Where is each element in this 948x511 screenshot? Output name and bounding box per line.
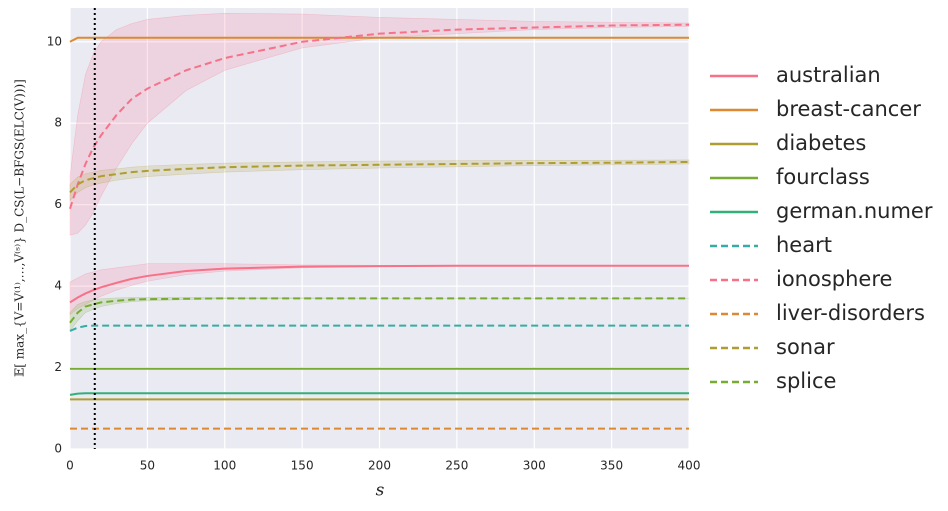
- legend-label: heart: [776, 233, 832, 257]
- confidence-band: [69, 159, 690, 202]
- y-tick-label: 0: [54, 442, 62, 456]
- legend-label: australian: [776, 63, 881, 87]
- y-axis-label: 𝔼[ max_{V=V⁽¹⁾,…,V⁽ˢ⁾} D_CS(L−BFGS(ELC(V…: [13, 79, 27, 377]
- x-tick-label: 400: [678, 459, 701, 473]
- series-line: [69, 160, 690, 194]
- y-tick-label: 8: [54, 116, 62, 130]
- x-tick-label: 50: [140, 459, 155, 473]
- legend-label: splice: [776, 369, 836, 393]
- x-tick-label: 150: [291, 459, 314, 473]
- series-line: [69, 23, 690, 210]
- x-tick-label: 100: [213, 459, 236, 473]
- x-tick-label: 250: [445, 459, 468, 473]
- confidence-band: [69, 12, 690, 236]
- legend-label: liver-disorders: [776, 301, 925, 325]
- legend-label: sonar: [776, 335, 835, 359]
- x-tick-label: 350: [600, 459, 623, 473]
- legend-label: ionosphere: [776, 267, 892, 291]
- x-axis-label: s: [376, 481, 385, 501]
- legend-label: german.numer: [776, 199, 933, 223]
- y-tick-label: 10: [47, 34, 62, 48]
- legend-label: fourclass: [776, 165, 870, 189]
- series-line: [69, 264, 689, 304]
- series-line: [69, 392, 689, 396]
- series-line: [69, 36, 689, 43]
- y-tick-label: 2: [54, 360, 62, 374]
- x-tick-label: 0: [66, 459, 74, 473]
- x-tick-label: 300: [523, 459, 546, 473]
- x-tick-label: 200: [368, 459, 391, 473]
- y-tick-label: 4: [54, 279, 62, 293]
- y-tick-label: 6: [54, 197, 62, 211]
- series-line: [69, 297, 689, 324]
- legend-label: diabetes: [776, 131, 866, 155]
- legend-label: breast-cancer: [776, 97, 921, 121]
